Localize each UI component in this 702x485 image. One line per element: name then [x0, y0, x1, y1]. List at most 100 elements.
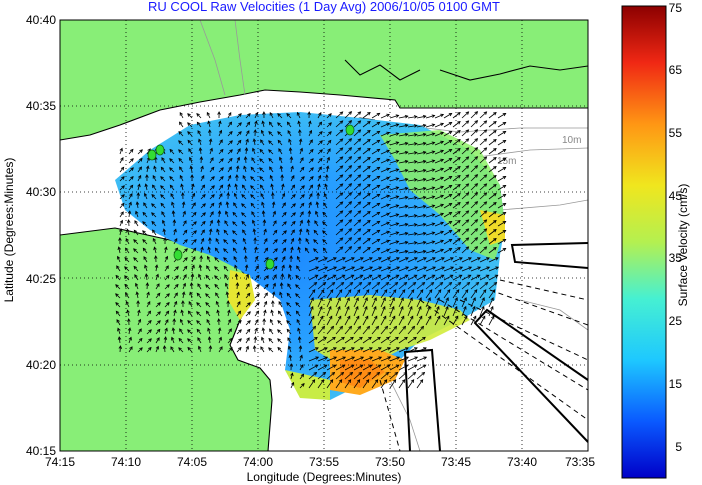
velocity-arrowhead [283, 238, 287, 243]
velocity-arrow [119, 185, 125, 191]
velocity-arrow [215, 238, 220, 245]
velocity-arrowhead [490, 297, 494, 301]
velocity-arrow [443, 140, 452, 146]
velocity-arrow [182, 292, 185, 299]
velocity-arrow [407, 297, 413, 308]
velocity-arrowhead [152, 229, 156, 234]
velocity-arrow [272, 211, 276, 218]
velocity-arrowhead [348, 111, 353, 115]
velocity-arrow [335, 316, 342, 326]
velocity-arrow [407, 125, 417, 128]
velocity-arrowhead [214, 275, 218, 279]
velocity-arrow [125, 301, 130, 308]
velocity-arrow [461, 111, 469, 119]
velocity-arrowhead [323, 192, 328, 197]
velocity-arrowhead [206, 255, 211, 260]
velocity-arrow [200, 184, 205, 191]
velocity-arrow [407, 372, 416, 380]
velocity-arrow [288, 139, 292, 146]
velocity-arrowhead [339, 210, 344, 214]
velocity-arrow [497, 131, 506, 137]
velocity-arrow [118, 336, 121, 344]
velocity-arrowhead [165, 274, 170, 279]
velocity-arrow [380, 240, 390, 245]
velocity-arrow [187, 320, 193, 326]
velocity-arrow [461, 257, 472, 263]
velocity-arrowhead [232, 247, 237, 252]
velocity-arrow [479, 129, 487, 137]
velocity-arrow [308, 316, 315, 326]
velocity-arrowhead [243, 165, 247, 170]
velocity-arrow [344, 201, 352, 209]
velocity-arrowhead [404, 150, 409, 155]
velocity-arrowhead [493, 156, 497, 161]
velocity-arrowhead [309, 184, 314, 189]
velocity-arrowhead [357, 219, 362, 223]
velocity-arrow [335, 282, 344, 290]
velocity-arrow [371, 220, 380, 227]
velocity-arrow [470, 246, 478, 254]
velocity-arrowhead [413, 133, 418, 137]
velocity-arrowhead [116, 319, 120, 323]
velocity-arrowhead [410, 289, 415, 293]
velocity-arrowhead [465, 201, 470, 205]
velocity-arrowhead [431, 204, 436, 208]
velocity-arrow [305, 238, 310, 245]
velocity-arrow [335, 210, 343, 218]
velocity-arrow [296, 319, 301, 326]
velocity-arrowhead [137, 309, 141, 314]
velocity-arrow [380, 297, 386, 308]
velocity-arrow [353, 336, 363, 344]
velocity-arrowhead [328, 297, 332, 301]
velocity-arrowhead [173, 309, 177, 314]
velocity-arrowhead [413, 232, 418, 236]
velocity-arrowhead [484, 281, 489, 286]
velocity-arrowhead [183, 274, 187, 278]
velocity-arrow [398, 115, 408, 119]
velocity-arrow [261, 130, 265, 137]
velocity-arrowhead [229, 140, 233, 144]
velocity-arrowhead [287, 337, 291, 341]
velocity-arrowhead [180, 183, 184, 188]
velocity-arrow [250, 167, 256, 173]
velocity-arrow [314, 220, 319, 227]
velocity-arrow [199, 265, 202, 272]
velocity-arrow [278, 148, 283, 155]
velocity-arrowhead [502, 238, 507, 243]
velocity-arrow [197, 130, 202, 137]
velocity-arrow [287, 130, 292, 137]
velocity-arrowhead [238, 131, 242, 135]
velocity-arrowhead [117, 327, 121, 332]
velocity-arrow [380, 114, 390, 119]
velocity-arrow [261, 202, 265, 209]
velocity-arrow [259, 176, 265, 182]
velocity-arrow [380, 168, 390, 173]
velocity-arrow [268, 347, 274, 353]
velocity-arrow [434, 177, 444, 182]
velocity-arrow [215, 292, 220, 299]
velocity-arrowhead [270, 183, 274, 188]
velocity-arrowhead [145, 282, 150, 286]
velocity-arrow [209, 203, 215, 209]
velocity-arrow [488, 157, 497, 164]
velocity-arrowhead [268, 337, 273, 342]
velocity-arrowhead [160, 185, 164, 189]
velocity-arrow [488, 247, 497, 254]
velocity-arrow [187, 329, 193, 335]
velocity-arrowhead [214, 256, 218, 261]
velocity-arrow [326, 364, 336, 371]
velocity-arrowhead [271, 300, 275, 304]
velocity-arrowhead [386, 122, 390, 127]
velocity-arrow [227, 158, 233, 164]
velocity-arrowhead [404, 240, 409, 245]
velocity-arrowhead [179, 121, 183, 126]
velocity-arrowhead [454, 305, 458, 310]
velocity-arrowhead [351, 257, 355, 261]
velocity-arrow [344, 336, 354, 344]
velocity-arrowhead [286, 121, 291, 126]
velocity-arrow [234, 265, 238, 272]
velocity-arrowhead [474, 183, 479, 187]
velocity-arrow [434, 249, 444, 254]
velocity-arrow [479, 201, 487, 209]
velocity-arrow [416, 187, 426, 191]
